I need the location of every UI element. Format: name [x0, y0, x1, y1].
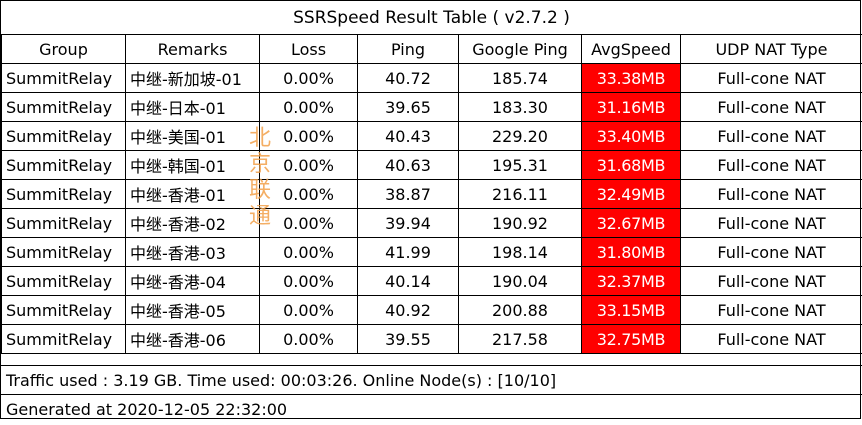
cell-avg-speed: 33.40MB	[582, 122, 681, 151]
cell-group: SummitRelay	[2, 267, 126, 296]
cell-group: SummitRelay	[2, 296, 126, 325]
cell-udp-nat-type: Full-cone NAT	[681, 151, 862, 180]
cell-remarks: 中继-香港-03	[126, 238, 260, 267]
cell-udp-nat-type: Full-cone NAT	[681, 267, 862, 296]
cell-google-ping: 216.11	[459, 180, 582, 209]
table-title: SSRSpeed Result Table ( v2.7.2 )	[1, 1, 862, 35]
cell-loss: 0.00%	[260, 209, 358, 238]
cell-remarks: 中继-香港-01	[126, 180, 260, 209]
cell-avg-speed: 32.37MB	[582, 267, 681, 296]
cell-avg-speed: 32.49MB	[582, 180, 681, 209]
cell-avg-speed: 31.68MB	[582, 151, 681, 180]
cell-google-ping: 198.14	[459, 238, 582, 267]
cell-remarks: 中继-香港-05	[126, 296, 260, 325]
cell-avg-speed: 33.15MB	[582, 296, 681, 325]
column-header-avg-speed: AvgSpeed	[582, 35, 681, 64]
column-header-google-ping: Google Ping	[459, 35, 582, 64]
cell-remarks: 中继-美国-01	[126, 122, 260, 151]
cell-ping: 41.99	[358, 238, 459, 267]
cell-ping: 39.55	[358, 325, 459, 354]
cell-udp-nat-type: Full-cone NAT	[681, 122, 862, 151]
cell-ping: 39.65	[358, 93, 459, 122]
cell-ping: 40.14	[358, 267, 459, 296]
cell-group: SummitRelay	[2, 325, 126, 354]
column-header-group: Group	[2, 35, 126, 64]
cell-google-ping: 229.20	[459, 122, 582, 151]
cell-google-ping: 190.04	[459, 267, 582, 296]
cell-avg-speed: 32.67MB	[582, 209, 681, 238]
cell-loss: 0.00%	[260, 151, 358, 180]
column-header-ping: Ping	[358, 35, 459, 64]
cell-ping: 40.92	[358, 296, 459, 325]
cell-avg-speed: 32.75MB	[582, 325, 681, 354]
cell-ping: 40.63	[358, 151, 459, 180]
column-header-remarks: Remarks	[126, 35, 260, 64]
cell-loss: 0.00%	[260, 93, 358, 122]
cell-ping: 40.72	[358, 64, 459, 93]
cell-loss: 0.00%	[260, 296, 358, 325]
column-header-loss: Loss	[260, 35, 358, 64]
cell-loss: 0.00%	[260, 267, 358, 296]
cell-loss: 0.00%	[260, 180, 358, 209]
cell-google-ping: 183.30	[459, 93, 582, 122]
cell-google-ping: 200.88	[459, 296, 582, 325]
cell-group: SummitRelay	[2, 64, 126, 93]
cell-avg-speed: 31.16MB	[582, 93, 681, 122]
cell-ping: 39.94	[358, 209, 459, 238]
cell-remarks: 中继-新加坡-01	[126, 64, 260, 93]
cell-udp-nat-type: Full-cone NAT	[681, 93, 862, 122]
cell-group: SummitRelay	[2, 209, 126, 238]
cell-google-ping: 217.58	[459, 325, 582, 354]
cell-remarks: 中继-香港-04	[126, 267, 260, 296]
cell-udp-nat-type: Full-cone NAT	[681, 238, 862, 267]
header-row: Group Remarks Loss Ping Google Ping AvgS…	[2, 35, 862, 64]
cell-loss: 0.00%	[260, 238, 358, 267]
cell-group: SummitRelay	[2, 180, 126, 209]
cell-ping: 38.87	[358, 180, 459, 209]
results-table: Group Remarks Loss Ping Google Ping AvgS…	[1, 34, 862, 354]
cell-google-ping: 190.92	[459, 209, 582, 238]
cell-group: SummitRelay	[2, 93, 126, 122]
cell-google-ping: 195.31	[459, 151, 582, 180]
cell-group: SummitRelay	[2, 151, 126, 180]
cell-remarks: 中继-韩国-01	[126, 151, 260, 180]
cell-remarks: 中继-香港-02	[126, 209, 260, 238]
cell-group: SummitRelay	[2, 238, 126, 267]
cell-udp-nat-type: Full-cone NAT	[681, 296, 862, 325]
cell-loss: 0.00%	[260, 122, 358, 151]
cell-avg-speed: 33.38MB	[582, 64, 681, 93]
cell-remarks: 中继-日本-01	[126, 93, 260, 122]
cell-ping: 40.43	[358, 122, 459, 151]
cell-group: SummitRelay	[2, 122, 126, 151]
cell-udp-nat-type: Full-cone NAT	[681, 209, 862, 238]
cell-remarks: 中继-香港-06	[126, 325, 260, 354]
cell-google-ping: 185.74	[459, 64, 582, 93]
cell-loss: 0.00%	[260, 325, 358, 354]
cell-avg-speed: 31.80MB	[582, 238, 681, 267]
cell-udp-nat-type: Full-cone NAT	[681, 180, 862, 209]
cell-udp-nat-type: Full-cone NAT	[681, 325, 862, 354]
cell-udp-nat-type: Full-cone NAT	[681, 64, 862, 93]
traffic-summary: Traffic used : 3.19 GB. Time used: 00:03…	[1, 365, 862, 395]
column-header-udp-nat-type: UDP NAT Type	[681, 35, 862, 64]
cell-loss: 0.00%	[260, 64, 358, 93]
